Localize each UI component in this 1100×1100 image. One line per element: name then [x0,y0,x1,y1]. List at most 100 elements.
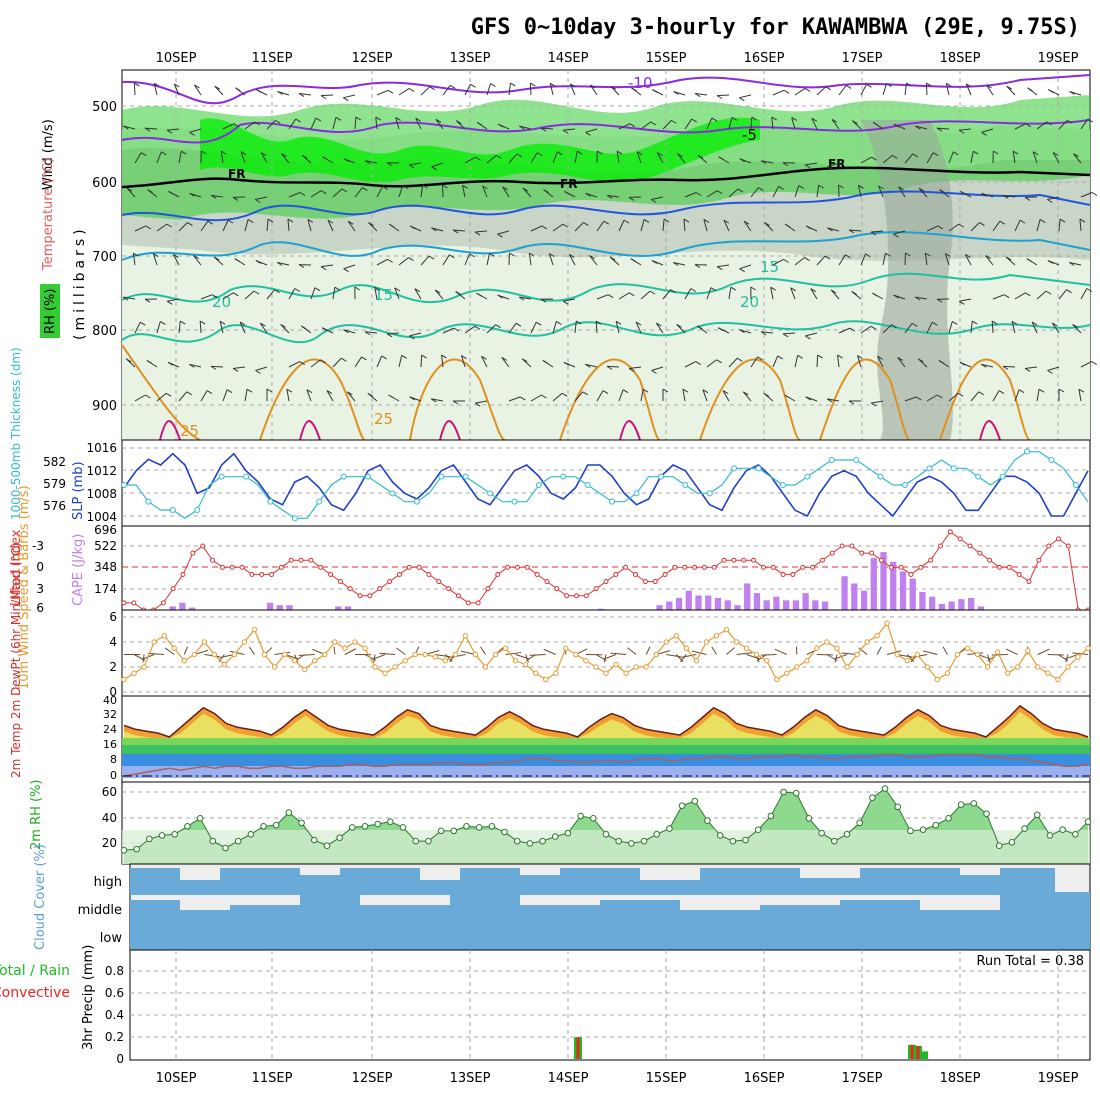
wind-barb-flag [826,398,833,403]
wind-barb [310,117,317,130]
wind10-line-point [784,670,790,676]
wind-barb-flag [194,84,200,89]
wind-barb [945,83,950,96]
rh2m-tick: 40 [102,811,117,825]
wind-barb [627,647,637,655]
wind-barb [615,321,620,334]
wind-barb-flag [401,354,407,359]
lifted-index-line-point [1006,564,1012,570]
wind-barb-flag [926,82,932,87]
wind-barb [222,123,235,130]
wind-barb-flag [522,187,529,192]
wind-barb-flag [387,258,393,263]
thickness-line-point [413,498,420,505]
wind-barb [711,646,717,655]
wind-barb-flag [461,355,467,359]
wind-barb [728,287,732,300]
wind10-line-point [1055,676,1061,683]
bottom-date-label: 17SEP [842,1071,883,1086]
wind-barb [376,258,388,266]
cape-bar [763,600,770,610]
wind-barb [395,647,406,655]
wind-barb-flag [1087,118,1093,123]
wind-barb [343,329,356,334]
wind-barb-flag [870,325,877,330]
wind-barb [750,356,758,368]
wind-barb [194,84,202,96]
rh2m-line-point [818,829,825,837]
wind-barb-flag [253,290,260,295]
wind-barb [677,153,686,164]
cape-panel: -3 0 3 6 696 522 348 174 Lifted Index CA… [9,523,1091,615]
wind-barb-flag [872,292,878,297]
wind10-line-point [804,658,810,664]
wind-barb-flag [758,187,764,191]
pressure-tick: 800 [92,324,117,339]
lifted-index-line-point [239,564,245,570]
wind-barb [134,152,142,164]
contour-label: 25 [374,410,393,428]
wind10-line-point [633,664,639,670]
wind-barb [1012,151,1016,164]
wind10-line-point [512,658,519,664]
freezing-label: FR [560,177,577,191]
wind-barb-flag [1091,361,1097,365]
wind-barb-flag [1003,294,1010,299]
rh2m-line-point [336,834,343,842]
wind-barb [726,647,735,655]
thickness-line-point [804,473,811,480]
cape-bar [890,561,897,610]
wind-barb [286,389,290,402]
lifted-index-line-point [160,600,166,606]
wind-barb [723,219,730,232]
wind-barb [805,162,818,166]
cape-bar [899,571,907,610]
wind-barb [281,153,290,164]
wind10-line-point [362,645,368,651]
thickness-line-point [121,482,127,488]
wind-barb-flag [220,150,227,155]
wind-barb-flag [683,218,690,223]
wind-barb [481,356,488,368]
upper-wind-label: Wind (m/s) [41,119,56,190]
cape-bar [812,600,819,610]
wind-barb [435,118,444,130]
wind-barb-flag [791,117,797,121]
wind-barb-flag [911,322,918,327]
wind-barb-flag [1019,219,1026,224]
thickness-line-point [731,465,738,472]
wind-barb [728,188,739,198]
wind-barb-flag [777,355,783,360]
wind-barb [706,117,713,130]
cape-bar [666,601,673,610]
wind-barb-flag [999,220,1006,225]
lifted-index-line-point [1055,536,1061,542]
wind-barb [882,324,892,334]
wind-barb [464,156,476,164]
wind-barb-flag [585,131,591,136]
wind10-line-point [1065,664,1071,670]
cape-bar [189,607,196,610]
rh2m-tick: 60 [102,785,117,799]
cape-bar [714,597,722,610]
wind-barb-flag [606,194,613,199]
wind-barb-flag [334,286,341,291]
wind-barb-flag [730,286,737,291]
rh2m-line-point [260,822,267,830]
wind-barb [991,320,994,334]
thickness-line-point [901,482,908,488]
wind-barb-flag [986,84,992,89]
rh2m-line-point [222,844,229,852]
wind10-line-point [312,658,318,664]
wind-barb-flag [320,359,326,364]
wind-barb [435,654,451,658]
contour-label: 15 [374,286,393,304]
lifted-index-line-point [554,586,560,592]
wind-barb-flag [577,150,583,155]
rh2m-line-point [412,837,420,845]
wind10-axis-label: 10m Wind Speed & Barbs (m/s) [17,485,32,690]
thickness-line-point [706,490,713,497]
wind-barb-flag [497,294,503,299]
wind-barb-flag [299,192,306,196]
cape-bar [880,552,887,610]
